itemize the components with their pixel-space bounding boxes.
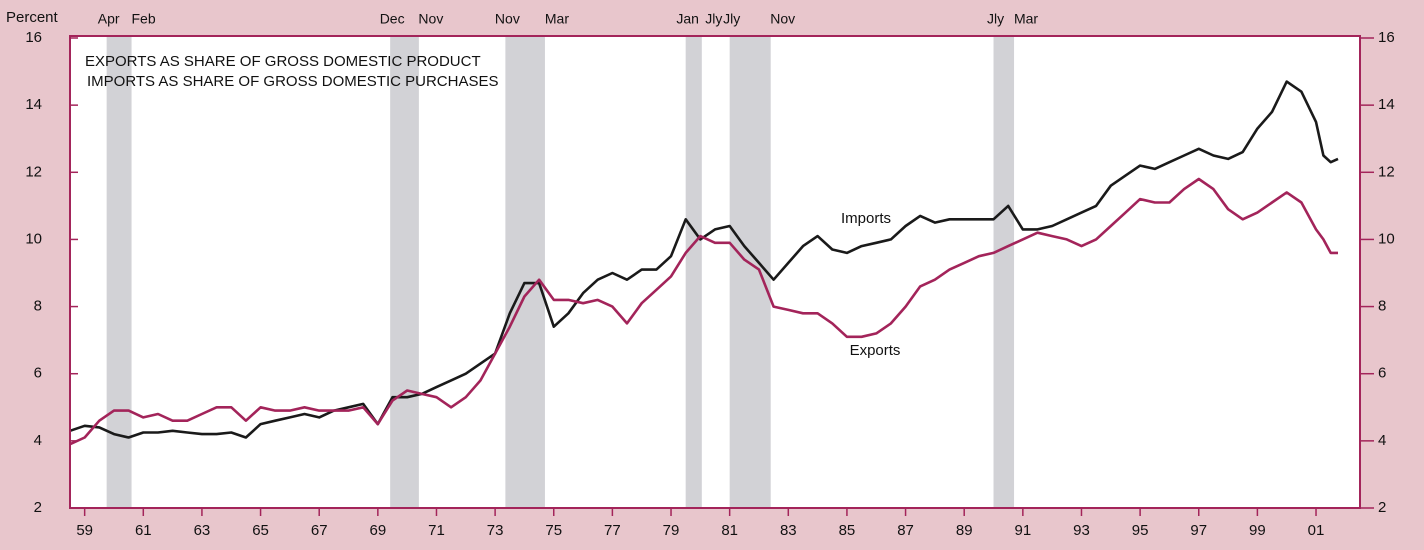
y-tick-label: 8 — [34, 298, 42, 315]
y-axis-label: Percent — [6, 9, 59, 26]
recession-end-label: Feb — [132, 11, 156, 27]
x-tick-label: 61 — [135, 522, 152, 539]
recession-end-label: Mar — [1014, 11, 1038, 27]
y2-tick-label: 6 — [1378, 365, 1386, 382]
x-tick-label: 99 — [1249, 522, 1266, 539]
y2-tick-label: 16 — [1378, 29, 1395, 46]
y-tick-label: 16 — [25, 29, 42, 46]
y-tick-label: 2 — [34, 499, 42, 516]
x-tick-label: 75 — [545, 522, 562, 539]
y2-tick-label: 8 — [1378, 298, 1386, 315]
x-tick-label: 83 — [780, 522, 797, 539]
x-tick-label: 87 — [897, 522, 914, 539]
x-tick-label: 73 — [487, 522, 504, 539]
recession-start-label: Nov — [495, 11, 520, 27]
recession-band — [729, 37, 771, 507]
series-label: Exports — [850, 342, 901, 359]
x-tick-label: 85 — [839, 522, 856, 539]
recession-start-label: Jan — [676, 11, 699, 27]
plot-area — [70, 36, 1360, 508]
plot-border — [69, 35, 1361, 509]
x-tick-label: 77 — [604, 522, 621, 539]
recession-end-label: Jly — [705, 11, 722, 27]
recession-end-label: Mar — [545, 11, 569, 27]
x-tick-label: 93 — [1073, 522, 1090, 539]
chart-title: EXPORTS AS SHARE OF GROSS DOMESTIC PRODU… — [85, 53, 481, 70]
recession-start-label: Dec — [380, 11, 405, 27]
recession-end-label: Nov — [770, 11, 795, 27]
y2-tick-label: 4 — [1378, 432, 1386, 449]
recession-end-label: Nov — [418, 11, 443, 27]
x-tick-label: 81 — [721, 522, 738, 539]
x-tick-label: 01 — [1308, 522, 1325, 539]
chart-subtitle: IMPORTS AS SHARE OF GROSS DOMESTIC PURCH… — [87, 73, 498, 90]
y-tick-label: 12 — [25, 163, 42, 180]
y2-tick-label: 14 — [1378, 96, 1395, 113]
series-line — [69, 80, 1339, 439]
y2-tick-label: 12 — [1378, 163, 1395, 180]
x-tick-label: 67 — [311, 522, 328, 539]
y2-tick-label: 10 — [1378, 230, 1395, 247]
recession-bands — [106, 37, 1015, 507]
x-tick-label: 97 — [1190, 522, 1207, 539]
x-tick-label: 91 — [1014, 522, 1031, 539]
y-tick-label: 4 — [34, 432, 42, 449]
series-line — [69, 177, 1338, 446]
recession-start-label: Jly — [987, 11, 1004, 27]
x-tick-label: 63 — [194, 522, 211, 539]
x-tick-label: 65 — [252, 522, 269, 539]
recession-band — [390, 37, 419, 507]
x-tick-label: 89 — [956, 522, 973, 539]
x-tick-label: 95 — [1132, 522, 1149, 539]
series-label: Imports — [841, 210, 891, 227]
recession-start-label: Apr — [98, 11, 120, 27]
x-tick-label: 79 — [663, 522, 680, 539]
recession-band — [505, 37, 545, 507]
y-tick-label: 10 — [25, 230, 42, 247]
x-tick-label: 69 — [369, 522, 386, 539]
recession-band — [993, 37, 1015, 507]
y-tick-label: 6 — [34, 365, 42, 382]
recession-band — [685, 37, 702, 507]
x-tick-label: 71 — [428, 522, 445, 539]
recession-band — [106, 37, 132, 507]
y2-tick-label: 2 — [1378, 499, 1386, 516]
y-tick-label: 14 — [25, 96, 42, 113]
recession-start-label: Jly — [723, 11, 740, 27]
x-tick-label: 59 — [76, 522, 93, 539]
